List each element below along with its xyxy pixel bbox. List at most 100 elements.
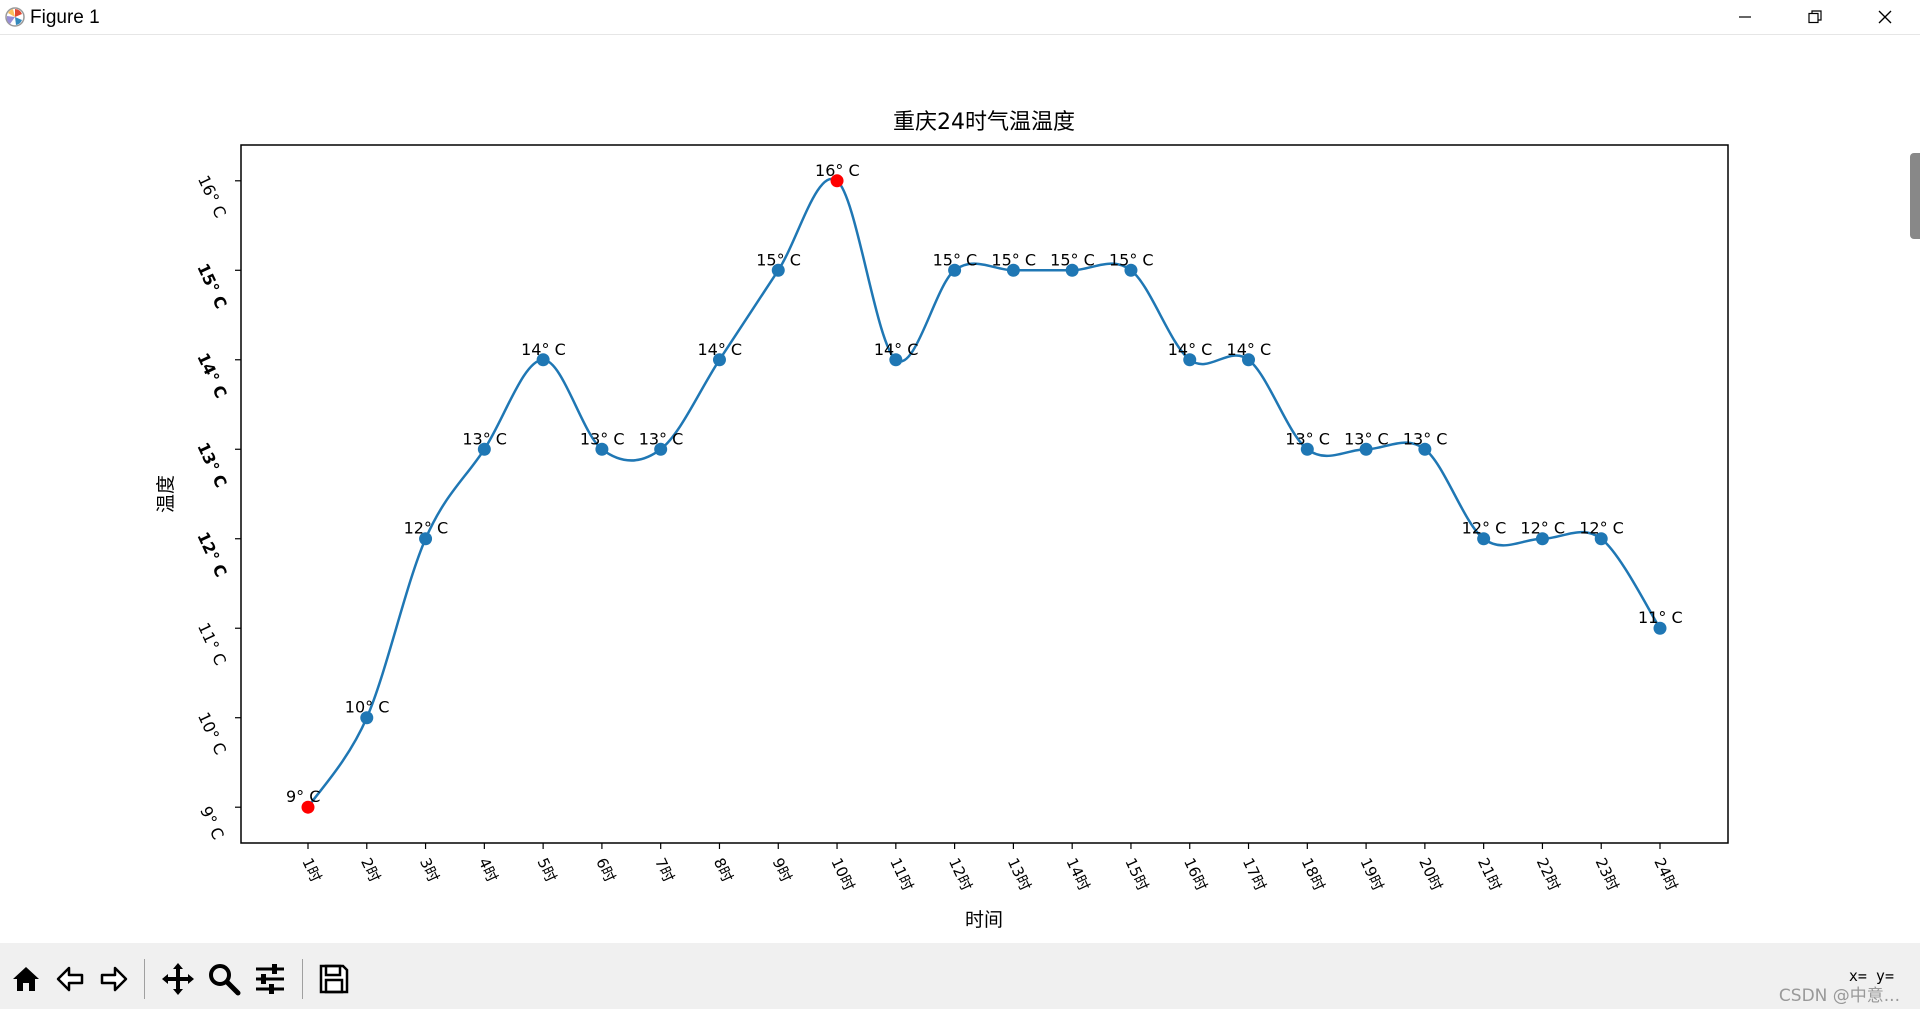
- back-button[interactable]: [48, 957, 92, 1001]
- minimize-icon: [1739, 16, 1751, 18]
- x-tick-label: 15时: [1121, 855, 1152, 894]
- x-tick-label: 21时: [1474, 855, 1505, 894]
- data-label: 12° C: [1462, 519, 1507, 538]
- temperature-line-chart: 重庆24时气温温度 9° C 10° C 11° C 12° C 13° C 14° C 1…: [155, 110, 1729, 931]
- data-label: 13° C: [1403, 429, 1448, 448]
- toolbar-separator: [302, 959, 303, 999]
- chart-title: 重庆24时气温温度: [893, 110, 1075, 135]
- data-point: [1300, 442, 1314, 456]
- y-tick-label: 12° C: [193, 529, 230, 580]
- y-axis: 9° C 10° C 11° C 12° C 13° C 14° C 15° C 16° C: [193, 172, 241, 843]
- x-tick-label: 11时: [886, 855, 917, 894]
- y-tick-label: 9° C: [196, 803, 228, 842]
- data-labels: 9° C 10° C 12° C 13° C 14° C 13° C 13° C 14° C 1…: [286, 161, 1683, 806]
- data-point: [1242, 353, 1256, 367]
- x-tick-label: 1时: [298, 855, 325, 885]
- data-label: 12° C: [404, 519, 449, 538]
- right-arrow-icon: [100, 966, 128, 992]
- x-tick-label: 7时: [651, 855, 678, 885]
- y-tick-label: 11° C: [194, 620, 230, 668]
- data-label: 13° C: [580, 429, 625, 448]
- data-label: 15° C: [756, 250, 801, 269]
- x-tick-label: 13时: [1004, 855, 1035, 894]
- y-tick-label: 16° C: [194, 172, 230, 220]
- save-button[interactable]: [312, 957, 356, 1001]
- data-point: [595, 442, 609, 456]
- data-point: [360, 711, 374, 725]
- data-point: [1065, 263, 1079, 277]
- plot-area: [240, 144, 1729, 844]
- extreme-point: [830, 174, 844, 188]
- x-tick-label: 19时: [1356, 855, 1387, 894]
- sliders-icon: [256, 964, 284, 994]
- data-point: [654, 442, 668, 456]
- data-point: [1653, 621, 1667, 635]
- data-point: [948, 263, 962, 277]
- data-label: 15° C: [1109, 250, 1154, 269]
- forward-button[interactable]: [92, 957, 136, 1001]
- series-line-temperature: [306, 177, 1662, 808]
- y-tick-label: 13° C: [193, 439, 230, 490]
- data-label: 14° C: [1227, 340, 1272, 359]
- floppy-disk-icon: [319, 964, 349, 994]
- data-label: 14° C: [874, 340, 919, 359]
- x-tick-label: 18时: [1298, 855, 1329, 894]
- data-point: [771, 263, 785, 277]
- data-point: [1418, 442, 1432, 456]
- data-label: 15° C: [991, 250, 1036, 269]
- move-icon: [162, 963, 194, 995]
- x-tick-label: 4时: [475, 855, 502, 885]
- data-point: [536, 353, 550, 367]
- x-tick-label: 2时: [357, 855, 384, 885]
- restore-icon: [1808, 10, 1822, 24]
- data-label: 16° C: [815, 161, 860, 180]
- data-point: [1477, 532, 1491, 546]
- data-label: 13° C: [639, 429, 684, 448]
- close-button[interactable]: [1850, 0, 1920, 34]
- y-tick-label: 15° C: [193, 260, 230, 311]
- y-axis-label: 温度: [155, 475, 177, 513]
- data-label: 10° C: [345, 698, 390, 717]
- home-icon: [13, 967, 39, 991]
- data-label: 15° C: [1050, 250, 1095, 269]
- data-label: 12° C: [1520, 519, 1565, 538]
- data-label: 11° C: [1638, 608, 1683, 627]
- maximize-button[interactable]: [1780, 0, 1850, 34]
- data-label: 15° C: [933, 250, 978, 269]
- x-tick-label: 8时: [710, 855, 737, 885]
- side-scroll-tab[interactable]: [1910, 153, 1920, 239]
- zoom-button[interactable]: [202, 957, 246, 1001]
- data-point: [419, 532, 433, 546]
- x-tick-label: 16时: [1180, 855, 1211, 894]
- extreme-point: [301, 800, 315, 814]
- x-tick-label: 22时: [1533, 855, 1564, 894]
- window-title: Figure 1: [30, 7, 100, 28]
- x-tick-label: 17时: [1239, 855, 1270, 894]
- x-tick-label: 24时: [1650, 855, 1681, 894]
- x-axis-label: 时间: [965, 909, 1003, 931]
- figure-canvas[interactable]: 重庆24时气温温度 9° C 10° C 11° C 12° C 13° C 14° C 1…: [0, 35, 1920, 943]
- x-axis: 1时 2时 3时 4时 5时 6时 7时 8时 9时 10时 11时 12时 13时 14时 15时 16时 1…: [298, 843, 1681, 894]
- x-tick-label: 20时: [1415, 855, 1446, 894]
- data-point: [889, 353, 903, 367]
- configure-subplots-button[interactable]: [248, 957, 292, 1001]
- watermark-text: CSDN @中意...: [1778, 986, 1900, 1006]
- cursor-coordinates: x= y=: [1848, 967, 1894, 985]
- data-point: [477, 442, 491, 456]
- x-tick-label: 5时: [534, 855, 561, 885]
- data-label: 13° C: [1285, 429, 1330, 448]
- data-point: [1594, 532, 1608, 546]
- matplotlib-logo-icon: [5, 7, 25, 27]
- x-tick-label: 12时: [945, 855, 976, 894]
- minimize-button[interactable]: [1710, 0, 1780, 34]
- y-tick-label: 10° C: [194, 709, 230, 757]
- pan-button[interactable]: [156, 957, 200, 1001]
- home-button[interactable]: [4, 957, 48, 1001]
- data-label: 9° C: [286, 787, 320, 806]
- data-point: [1535, 532, 1549, 546]
- data-label: 13° C: [462, 429, 507, 448]
- toolbar-separator: [144, 959, 145, 999]
- data-point: [1359, 442, 1373, 456]
- x-tick-label: 6时: [592, 855, 619, 885]
- x-tick-label: 10时: [827, 855, 858, 894]
